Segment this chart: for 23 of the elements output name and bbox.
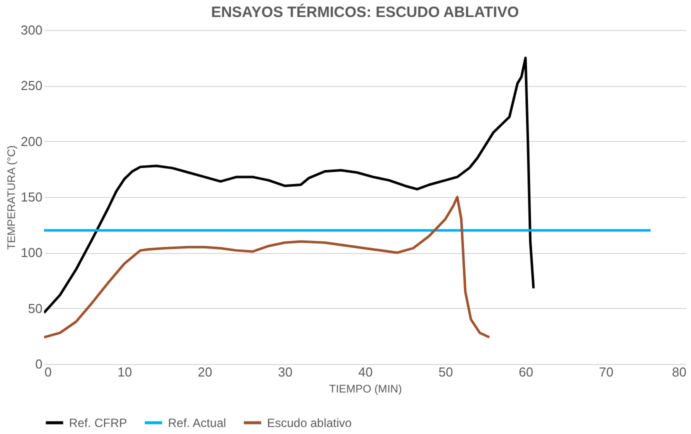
- x-tick-label: 50: [438, 364, 453, 380]
- y-tick-label: 200: [20, 134, 42, 149]
- chart-title: ENSAYOS TÉRMICOS: ESCUDO ABLATIVO: [211, 3, 520, 21]
- x-tick-label: 40: [358, 364, 373, 380]
- y-tick-label: 100: [20, 245, 42, 260]
- legend-label: Escudo ablativo: [267, 416, 352, 430]
- x-tick-label: 20: [198, 364, 212, 380]
- x-tick-label: 70: [599, 364, 614, 380]
- y-tick-label: 50: [28, 300, 42, 316]
- y-axis-title: TEMPERATURA (°C): [6, 145, 18, 250]
- x-axis-title: TIEMPO (MIN): [329, 384, 402, 396]
- x-tick-label: 30: [278, 364, 292, 380]
- y-tick-label: 300: [20, 22, 42, 38]
- legend-label: Ref. Actual: [168, 416, 226, 430]
- legend-label: Ref. CFRP: [69, 416, 128, 430]
- x-tick-label: 80: [672, 364, 686, 380]
- y-tick-label: 150: [20, 190, 42, 204]
- line-series: [44, 56, 535, 314]
- y-tick-label: 250: [20, 78, 42, 94]
- x-tick-label: 10: [118, 364, 132, 380]
- x-tick-label: 60: [518, 364, 534, 380]
- x-tick-label: 0: [44, 364, 52, 380]
- line-series: [44, 196, 491, 339]
